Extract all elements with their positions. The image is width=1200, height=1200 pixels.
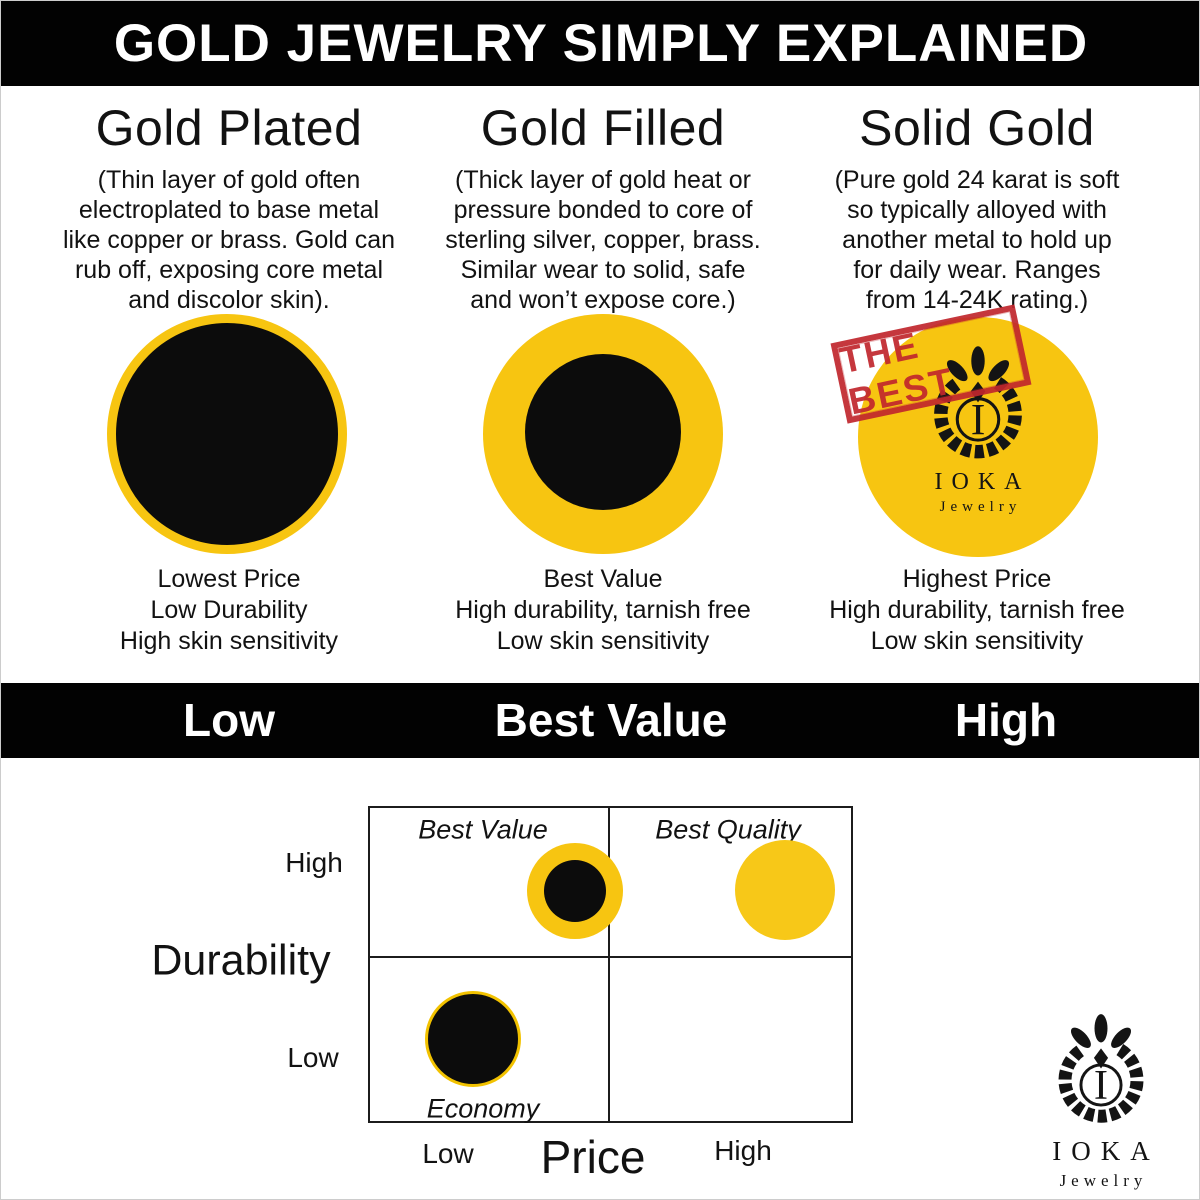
attribute-line: Best Value <box>543 565 663 593</box>
solid-gold-attributes: Highest Price High durability, tarnish f… <box>777 564 1177 657</box>
footer-ioka-logo: IOKA Jewelry <box>1021 1013 1181 1191</box>
data-point-solid-gold <box>735 840 835 940</box>
solid-gold-heading: Solid Gold <box>859 100 1095 156</box>
ioka-brand-subtitle: Jewelry <box>939 499 1022 515</box>
chart-vertical-divider <box>608 808 610 1121</box>
ioka-crest-icon <box>1042 1013 1160 1131</box>
quadrant-label-best-value: Best Value <box>418 814 548 845</box>
solid-gold-circle-icon: IOKA Jewelry <box>858 317 1098 557</box>
attribute-line: Low Durability <box>150 596 308 624</box>
gold-filled-heading: Gold Filled <box>480 100 726 156</box>
column-solid-gold: Solid Gold (Pure gold 24 karat is soft s… <box>777 99 1177 315</box>
attribute-line: High skin sensitivity <box>119 627 339 655</box>
y-axis-title: Durability <box>151 936 331 985</box>
scale-bar-low-label: Low <box>183 694 275 746</box>
scale-bar-high-label: High <box>954 694 1058 746</box>
x-axis-title: Price <box>540 1131 646 1183</box>
gold-plated-description: (Thin layer of gold often electroplated … <box>62 166 396 314</box>
ioka-brand-name: IOKA <box>934 469 1031 495</box>
price-durability-quadrant-chart: Best Value Best Quality Economy <box>368 806 853 1124</box>
solid-gold-description: (Pure gold 24 karat is soft so typically… <box>834 166 1120 314</box>
attribute-line: Lowest Price <box>157 565 301 593</box>
quadrant-label-best-quality: Best Quality <box>655 814 801 845</box>
data-point-gold-plated <box>425 991 521 1087</box>
attribute-line: Low skin sensitivity <box>870 627 1084 655</box>
x-axis-tick-low: Low <box>422 1138 474 1169</box>
gold-filled-core-icon <box>525 354 681 510</box>
gold-filled-circle-icon <box>483 314 723 554</box>
y-axis-tick-high: High <box>285 847 343 878</box>
data-point-gold-filled <box>527 843 623 939</box>
x-axis-tick-high: High <box>714 1135 772 1166</box>
gold-plated-attributes: Lowest Price Low Durability High skin se… <box>29 564 429 657</box>
footer-brand-name: IOKA <box>1052 1136 1160 1166</box>
column-gold-filled: Gold Filled (Thick layer of gold heat or… <box>403 99 803 315</box>
footer-brand-subtitle: Jewelry <box>1059 1171 1148 1190</box>
column-gold-plated: Gold Plated (Thin layer of gold often el… <box>29 99 429 315</box>
scale-bar-best-value-label: Best Value <box>494 694 728 746</box>
title-bar: GOLD JEWELRY SIMPLY EXPLAINED <box>1 1 1199 86</box>
scale-bar: Low Best Value High <box>1 683 1199 758</box>
attribute-line: High durability, tarnish free <box>455 596 751 624</box>
attribute-line: Low skin sensitivity <box>496 627 710 655</box>
page-title: GOLD JEWELRY SIMPLY EXPLAINED <box>113 14 1089 73</box>
attribute-line: High durability, tarnish free <box>829 596 1125 624</box>
gold-filled-description: (Thick layer of gold heat or pressure bo… <box>445 166 761 314</box>
attribute-line: Highest Price <box>902 565 1052 593</box>
gold-plated-heading: Gold Plated <box>95 100 363 156</box>
chart-horizontal-divider <box>370 956 851 958</box>
gold-plated-circle-icon <box>107 314 347 554</box>
data-point-gold-filled-core <box>544 860 606 922</box>
gold-filled-attributes: Best Value High durability, tarnish free… <box>403 564 803 657</box>
quadrant-label-economy: Economy <box>426 1093 540 1124</box>
y-axis-tick-low: Low <box>287 1042 339 1073</box>
